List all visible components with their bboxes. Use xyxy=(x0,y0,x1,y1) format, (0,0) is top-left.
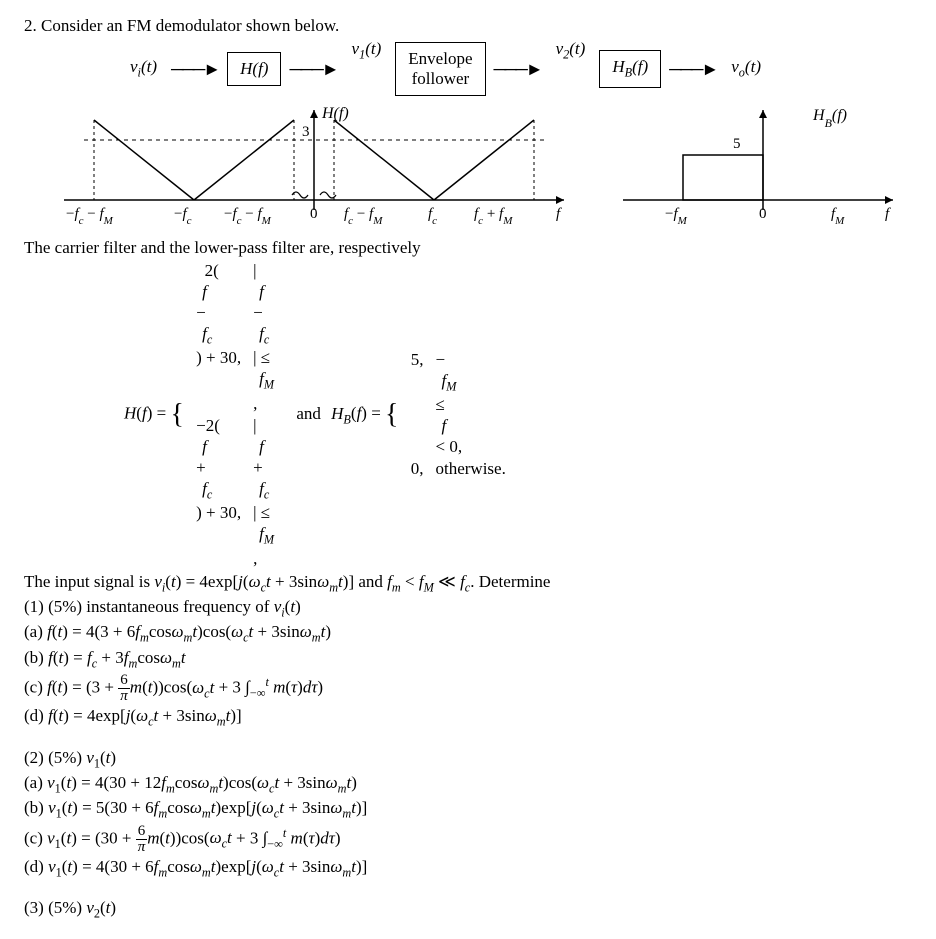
signal-v2: v2(t) xyxy=(556,39,586,62)
hf-piecewise: 2(f − fc) + 30, |f − fc| ≤ fM, −2(f + fc… xyxy=(190,260,286,570)
part1-head: (1) (5%) instantaneous frequency of vi(t… xyxy=(24,597,912,620)
svg-text:f: f xyxy=(556,206,562,222)
hf-row1-expr: 2(f − fc) + 30, xyxy=(190,260,247,415)
hb-lhs: HB(f) = xyxy=(331,404,385,423)
part2-a: (a) v1(t) = 4(30 + 12fmcosωmt)cos(ωct + … xyxy=(24,773,912,796)
input-signal-line: The input signal is vi(t) = 4exp[j(ωct +… xyxy=(24,572,912,595)
arrow-icon: ───► xyxy=(494,59,542,80)
filter-desc: The carrier filter and the lower-pass fi… xyxy=(24,238,912,258)
part1-d: (d) f(t) = 4exp[j(ωct + 3sinωmt)] xyxy=(24,706,912,729)
part1-b: (b) f(t) = fc + 3fmcosωmt xyxy=(24,648,912,671)
filter-plots: H(f) 3 −fc − fM −fc −fc − fM 0 fc − fM f… xyxy=(44,100,912,230)
svg-text:−fc: −fc xyxy=(174,206,192,227)
block-hf: H(f) xyxy=(227,52,281,86)
svg-text:fc: fc xyxy=(428,206,437,227)
svg-text:fc + fM: fc + fM xyxy=(474,206,513,227)
svg-text:5: 5 xyxy=(733,136,741,152)
hb-row1-expr: 5, xyxy=(405,349,430,458)
and-join: and xyxy=(296,404,321,423)
block-diagram: vi(t) ───► H(f) ───► v1(t) Envelopefollo… xyxy=(124,42,912,96)
part2-c: (c) v1(t) = (30 + 6πm(t))cos(ωct + 3 ∫−∞… xyxy=(24,824,912,855)
hf-row2-cond: |f + fc| ≤ fM, xyxy=(247,415,286,570)
arrow-icon: ───► xyxy=(171,59,219,80)
signal-vi: vi(t) xyxy=(130,57,157,80)
arrow-icon: ───► xyxy=(669,59,717,80)
part1-c: (c) f(t) = (3 + 6πm(t))cos(ωct + 3 ∫−∞t … xyxy=(24,673,912,704)
question-number: 2. xyxy=(24,16,37,35)
brace-icon: { xyxy=(385,404,398,426)
hb-row2-cond: otherwise. xyxy=(430,458,512,480)
part3-head: (3) (5%) v2(t) xyxy=(24,898,912,921)
svg-text:H(f): H(f) xyxy=(321,105,349,122)
question-header: 2. Consider an FM demodulator shown belo… xyxy=(24,16,912,36)
svg-text:−fc − fM: −fc − fM xyxy=(66,206,114,227)
svg-text:3: 3 xyxy=(302,124,310,140)
hb-piecewise: 5, −fM ≤ f < 0, 0, otherwise. xyxy=(405,349,512,480)
hf-row1-cond: |f − fc| ≤ fM, xyxy=(247,260,286,415)
hf-plot: H(f) 3 −fc − fM −fc −fc − fM 0 fc − fM f… xyxy=(44,100,583,230)
svg-text:f: f xyxy=(885,206,891,222)
svg-text:0: 0 xyxy=(759,206,767,222)
part2-b: (b) v1(t) = 5(30 + 6fmcosωmt)exp[j(ωct +… xyxy=(24,798,912,821)
hb-row2-expr: 0, xyxy=(405,458,430,480)
svg-text:fM: fM xyxy=(831,206,845,227)
hb-row1-cond: −fM ≤ f < 0, xyxy=(430,349,512,458)
signal-v1: v1(t) xyxy=(352,39,382,62)
part2-head: (2) (5%) v1(t) xyxy=(24,748,912,771)
block-hb: HB(f) xyxy=(599,50,661,87)
hf-definition: H(f) = { 2(f − fc) + 30, |f − fc| ≤ fM, … xyxy=(124,260,912,570)
svg-text:−fM: −fM xyxy=(665,206,688,227)
hf-lhs: H(f) = xyxy=(124,404,170,423)
svg-text:fc − fM: fc − fM xyxy=(344,206,383,227)
part1-a: (a) f(t) = 4(3 + 6fmcosωmt)cos(ωct + 3si… xyxy=(24,622,912,645)
part2-d: (d) v1(t) = 4(30 + 6fmcosωmt)exp[j(ωct +… xyxy=(24,857,912,880)
signal-vo: vo(t) xyxy=(731,57,761,80)
arrow-icon: ───► xyxy=(289,59,337,80)
block-envelope: Envelopefollower xyxy=(395,42,485,96)
brace-icon: { xyxy=(170,404,183,426)
hf-row2-expr: −2(f + fc) + 30, xyxy=(190,415,247,570)
question-prompt: Consider an FM demodulator shown below. xyxy=(41,16,339,35)
svg-text:−fc − fM: −fc − fM xyxy=(224,206,272,227)
svg-text:0: 0 xyxy=(310,206,318,222)
hb-plot: HB(f) 5 −fM 0 fM f xyxy=(613,100,912,230)
svg-text:HB(f): HB(f) xyxy=(812,107,847,130)
